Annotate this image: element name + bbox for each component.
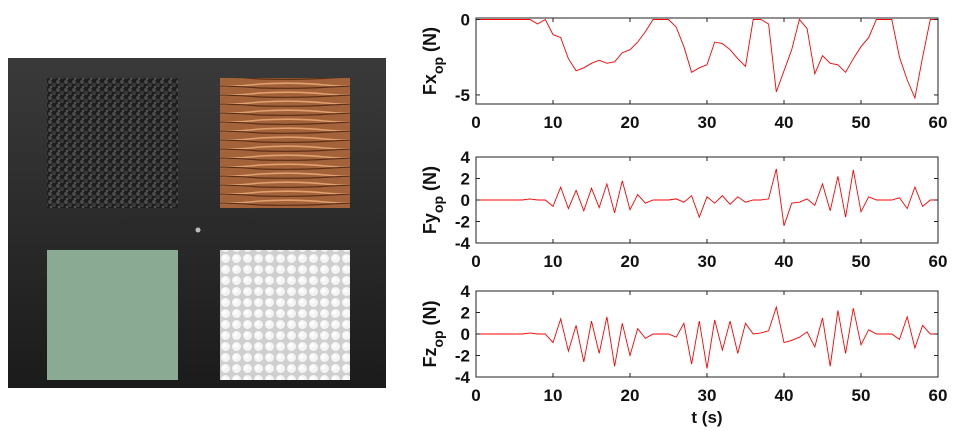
texture-tile <box>47 78 178 208</box>
x-tick-label: 60 <box>929 252 948 271</box>
data-line <box>476 168 938 226</box>
x-tick-label: 30 <box>698 386 717 405</box>
texture-tile <box>220 250 350 380</box>
plot-frame <box>475 17 939 105</box>
texture-tile <box>220 78 350 208</box>
plot <box>476 168 938 226</box>
y-tick-label: 0 <box>461 191 470 210</box>
x-tick-label: 50 <box>852 386 871 405</box>
x-tick-label: 0 <box>471 386 480 405</box>
plot-frame <box>475 156 939 244</box>
y-label-main: Fx <box>420 74 440 95</box>
y-label-main: Fy <box>420 213 440 234</box>
x-tick-label: 40 <box>775 113 794 132</box>
y-label-subscript: op <box>430 196 446 213</box>
plot <box>476 18 938 100</box>
x-tick-label: 50 <box>852 113 871 132</box>
y-tick-label: 0 <box>461 325 470 344</box>
y-label-unit: (N) <box>420 166 440 191</box>
y-tick-label: -2 <box>455 213 470 232</box>
center-dot <box>195 227 201 233</box>
plot-frame <box>475 290 939 378</box>
y-tick-label: -5 <box>455 86 470 105</box>
x-tick-label: 60 <box>929 386 948 405</box>
plot <box>476 305 938 369</box>
texture-tile <box>47 250 178 380</box>
chart: 0 10 20 30 40 50 60 -4 -2 0 2 4 Fzop (N) t (s) <box>420 282 947 427</box>
chart: 0 10 20 30 40 50 60 -4 -2 0 2 4 Fyop (N) <box>420 148 947 271</box>
y-tick-label: 4 <box>461 282 471 301</box>
data-line <box>476 305 938 369</box>
y-label-subscript: op <box>430 330 446 347</box>
y-label-subscript: op <box>430 57 446 74</box>
y-tick-label: -2 <box>455 347 470 366</box>
y-tick-label: -4 <box>455 234 471 253</box>
x-tick-label: 10 <box>544 113 563 132</box>
y-label-unit: (N) <box>420 300 440 325</box>
y-label-main: Fz <box>420 348 440 368</box>
y-tick-label: 2 <box>461 170 470 189</box>
x-tick-label: 40 <box>775 386 794 405</box>
y-axis-label: Fxop (N) <box>420 27 446 95</box>
x-tick-label: 40 <box>775 252 794 271</box>
x-tick-label: 20 <box>621 252 640 271</box>
plot-area <box>476 291 938 377</box>
x-tick-label: 0 <box>471 252 480 271</box>
data-line <box>476 18 938 100</box>
x-tick-label: 10 <box>544 252 563 271</box>
x-tick-label: 30 <box>698 252 717 271</box>
x-tick-label: 30 <box>698 113 717 132</box>
x-axis-label: t (s) <box>691 408 722 427</box>
x-tick-label: 20 <box>621 113 640 132</box>
y-label-unit: (N) <box>420 27 440 52</box>
y-tick-label: 2 <box>461 304 470 323</box>
x-tick-label: 0 <box>471 113 480 132</box>
plot-area <box>476 157 938 243</box>
x-tick-label: 10 <box>544 386 563 405</box>
x-tick-label: 20 <box>621 386 640 405</box>
y-tick-label: 4 <box>461 148 471 167</box>
x-tick-label: 60 <box>929 113 948 132</box>
plot-area <box>476 18 938 104</box>
y-axis-label: Fyop (N) <box>420 166 446 234</box>
x-tick-label: 50 <box>852 252 871 271</box>
y-tick-label: -4 <box>455 368 471 387</box>
y-tick-label: 0 <box>461 11 470 30</box>
y-axis-label: Fzop (N) <box>420 300 446 367</box>
